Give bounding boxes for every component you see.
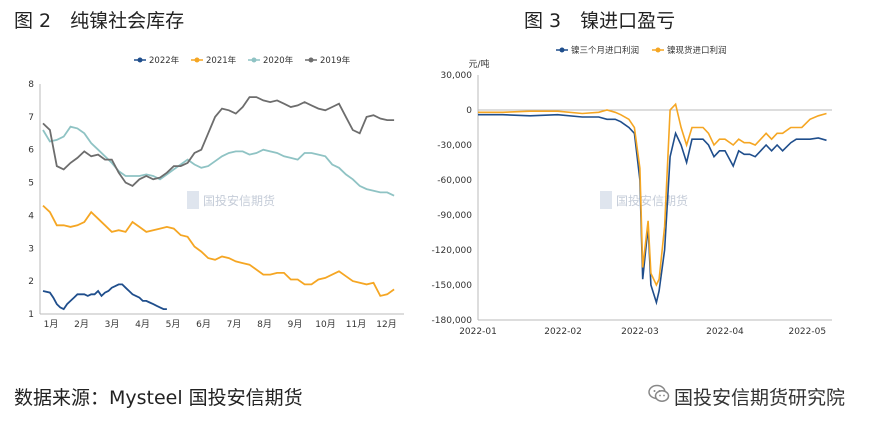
chart1-y-tick-label: 5	[28, 179, 34, 189]
chart1-series-line	[42, 283, 167, 311]
chart1-x-tick-label: 11月	[346, 319, 366, 330]
chart1-y-tick-label: 8	[28, 80, 34, 90]
chart2-watermark: 国投安信期货	[616, 193, 688, 208]
chart2-y-tick-label: -150,000	[432, 281, 473, 291]
chart1-x-tick-label: 2月	[74, 319, 89, 330]
chart2-watermark-logo	[600, 191, 612, 209]
chart1-legend-label: 2019年	[320, 55, 351, 66]
chart1-x-tick-label: 10月	[315, 319, 335, 330]
chart1-series-line	[42, 204, 395, 297]
chart1-legend-marker	[194, 57, 200, 63]
data-source-text: 数据来源：Mysteel 国投安信期货	[14, 387, 303, 409]
chart1-series-line	[42, 125, 395, 197]
chart2-series-line	[478, 102, 827, 287]
chart1-y-tick-label: 4	[28, 211, 34, 221]
chart2-x-tick-label: 2022-01	[459, 327, 497, 337]
chart1-x-tick-label: 9月	[288, 319, 303, 330]
chart1-x-tick-label: 12月	[376, 319, 396, 330]
figure-2-title: 图 2 纯镍社会库存	[14, 10, 185, 32]
chart2-x-tick-label: 2022-03	[621, 327, 659, 337]
chart2-y-tick-label: -30,000	[437, 141, 472, 151]
brand-text: 国投安信期货研究院	[674, 387, 846, 409]
chart1-legend-marker	[137, 57, 143, 63]
chart1-legend-label: 2020年	[263, 55, 294, 66]
chart2-y-tick-label: -90,000	[437, 211, 472, 221]
chart1-x-tick-label: 3月	[105, 319, 120, 330]
figure-3-title: 图 3 镍进口盈亏	[524, 10, 676, 32]
brand-label: 国投安信期货研究院	[648, 383, 845, 410]
chart2-x-tick-label: 2022-05	[788, 327, 826, 337]
chart2-y-tick-label: -60,000	[437, 176, 472, 186]
chart2-legend-label: 镍三个月进口利润	[571, 45, 639, 56]
chart1-legend-marker	[251, 57, 257, 63]
chart2-legend-marker	[655, 47, 661, 53]
chart1-x-tick-label: 4月	[135, 319, 150, 330]
chart1-y-tick-label: 3	[28, 244, 34, 254]
wechat-icon	[648, 384, 670, 408]
chart1-x-tick-label: 7月	[227, 319, 242, 330]
chart2-x-tick-label: 2022-02	[544, 327, 582, 337]
chart1-series-line	[42, 96, 395, 187]
chart1-legend-marker	[308, 57, 314, 63]
chart1-legend-label: 2022年	[149, 55, 180, 66]
chart1-x-tick-label: 1月	[44, 319, 59, 330]
chart2-x-tick-label: 2022-04	[706, 327, 744, 337]
chart2-y-tick-label: -120,000	[432, 246, 473, 256]
chart2-y-tick-label: -180,000	[432, 316, 473, 326]
chart2-legend-label: 镍现货进口利润	[667, 45, 727, 56]
chart2-legend-marker	[559, 47, 565, 53]
chart2-y-tick-label: 0	[466, 106, 472, 116]
chart1-watermark-logo	[187, 191, 199, 209]
chart1-x-tick-label: 6月	[196, 319, 211, 330]
chart2-y-tick-label: 30,000	[441, 71, 473, 81]
chart1-watermark: 国投安信期货	[203, 193, 275, 208]
chart1-y-tick-label: 7	[28, 113, 34, 123]
chart1-x-tick-label: 8月	[257, 319, 272, 330]
chart2-y-axis-label: 元/吨	[468, 58, 489, 70]
chart1-x-tick-label: 5月	[166, 319, 181, 330]
chart1-y-tick-label: 6	[28, 146, 34, 156]
chart1-y-tick-label: 2	[28, 277, 34, 287]
chart2-series-line	[478, 113, 827, 306]
chart1-legend-label: 2021年	[206, 55, 237, 66]
chart1-y-tick-label: 1	[28, 310, 34, 320]
